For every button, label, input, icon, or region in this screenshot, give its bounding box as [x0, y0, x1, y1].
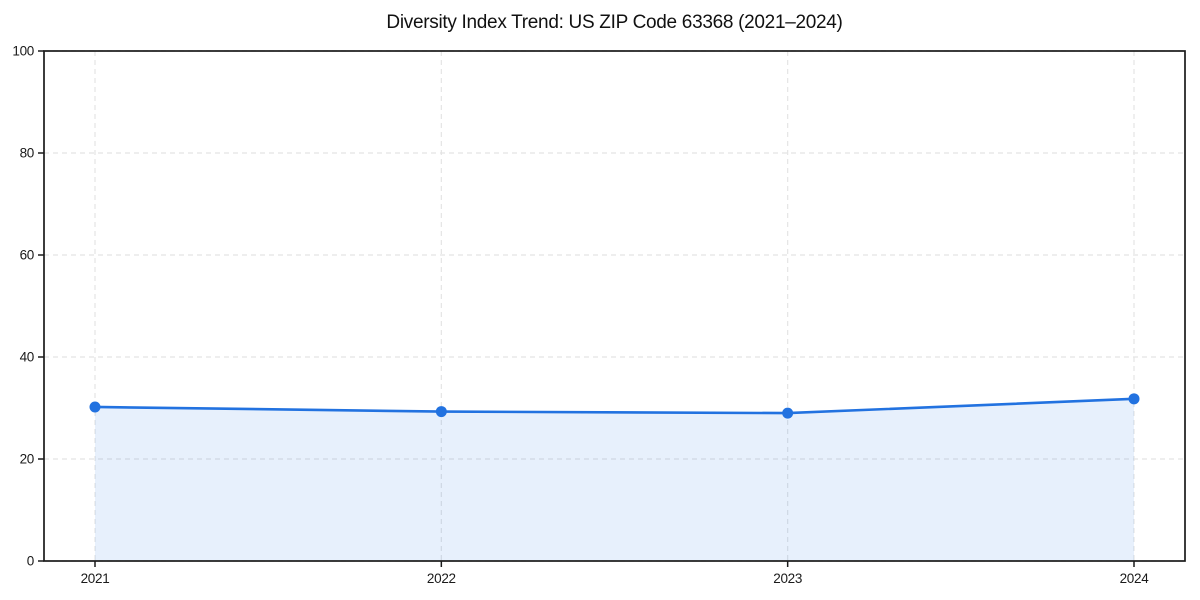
- area-fill: [95, 398, 1134, 561]
- x-tick-label: 2023: [773, 571, 802, 586]
- data-point: [1128, 393, 1140, 405]
- y-tick-label: 20: [20, 452, 34, 467]
- y-tick-label: 40: [20, 350, 34, 365]
- y-tick-label: 0: [27, 554, 34, 569]
- y-tick-label: 100: [12, 44, 34, 59]
- chart-title: Diversity Index Trend: US ZIP Code 63368…: [386, 12, 843, 33]
- x-tick-label: 2024: [1120, 571, 1150, 586]
- data-point: [435, 406, 447, 418]
- data-point: [89, 401, 101, 413]
- y-tick-label: 80: [20, 146, 34, 161]
- plot-border: [43, 50, 1186, 562]
- data-point: [782, 407, 794, 419]
- y-tick-label: 60: [20, 248, 34, 263]
- trend-line: [93, 397, 1136, 415]
- x-tick-label: 2022: [427, 571, 456, 586]
- x-tick-label: 2021: [81, 571, 110, 586]
